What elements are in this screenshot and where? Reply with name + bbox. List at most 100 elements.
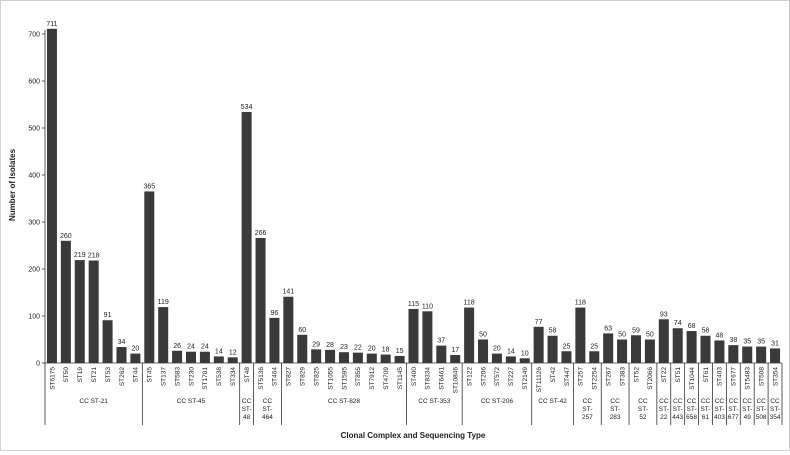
y-axis: 0 100 200 300 400 500 600 700: [28, 30, 782, 368]
bar: [199, 351, 210, 363]
bar: [213, 356, 224, 363]
group-label: CC ST-257: [582, 398, 593, 421]
bar: [241, 112, 252, 364]
data-label: 93: [660, 311, 668, 318]
data-label: 35: [743, 339, 751, 346]
x-tick-label: ST50: [63, 367, 70, 383]
data-label: 141: [283, 289, 295, 296]
group-label: CC ST-52: [638, 398, 648, 421]
bar: [255, 237, 266, 363]
group-label: CC ST-48: [242, 398, 252, 421]
group-labels: CC ST-21 CC ST-45 CC ST-48 CC ST-464 CC ST-828…: [44, 363, 783, 425]
bar: [325, 349, 336, 363]
bar: [422, 311, 433, 363]
x-tick-label: ST538: [216, 367, 223, 387]
data-label: 29: [312, 341, 320, 348]
x-tick-label: ST855: [355, 367, 362, 387]
x-tick-label: ST1145: [397, 367, 404, 390]
bar: [338, 352, 349, 363]
bar: [658, 319, 669, 363]
x-tick-label: ST61: [703, 367, 710, 383]
data-label: 10: [521, 350, 529, 357]
data-label: 219: [74, 252, 86, 259]
group-label: CC ST-283: [610, 398, 621, 421]
y-tick-label: 0: [36, 361, 40, 368]
bar: [283, 296, 294, 363]
x-tick-label: ST230: [188, 367, 195, 387]
x-tick-label: ST2066: [647, 367, 654, 390]
x-tick-label: ST227: [508, 367, 515, 387]
bar: [116, 347, 127, 363]
x-tick-label: ST464: [272, 367, 279, 387]
data-label: 118: [575, 300, 586, 307]
x-tick-label: ST1701: [202, 367, 209, 390]
data-label: 25: [563, 343, 571, 350]
bar: [617, 339, 628, 363]
data-label: 26: [173, 343, 181, 350]
x-tick-label: ST5136: [258, 367, 265, 390]
group-label: CC ST-508: [756, 398, 767, 421]
bar: [686, 331, 697, 363]
data-label: 22: [354, 345, 362, 352]
y-tick-label: 500: [28, 126, 40, 133]
x-tick-label: ST1595: [341, 367, 348, 390]
data-label: 119: [158, 299, 169, 306]
y-tick-label: 300: [28, 220, 40, 227]
bar: [311, 349, 322, 363]
data-label: 12: [229, 349, 237, 356]
data-label: 118: [464, 300, 475, 307]
group-label: CC ST-443: [672, 398, 683, 421]
bar: [269, 317, 280, 363]
bar: [742, 346, 753, 363]
bar: [561, 351, 572, 363]
bar: [394, 355, 405, 363]
x-tick-label: ST52: [633, 367, 640, 383]
x-tick-label: ST447: [564, 367, 571, 387]
bar: [227, 357, 238, 363]
data-label: 115: [408, 301, 419, 308]
x-tick-label: ST677: [731, 367, 738, 387]
x-tick-label: ST51: [675, 367, 682, 383]
x-tick-label: ST48: [244, 367, 251, 383]
bar: [366, 353, 377, 363]
bar: [700, 335, 711, 363]
group-label: CC ST-677: [728, 398, 739, 421]
bar: [130, 353, 141, 363]
x-tick-label: ST334: [230, 367, 237, 387]
x-tick-label: ST2149: [522, 367, 529, 390]
x-tick-label: ST403: [717, 367, 724, 387]
x-tick-label: ST383: [619, 367, 626, 387]
bar: [630, 335, 641, 363]
bar: [728, 345, 739, 363]
x-tick-label: ST42: [550, 367, 557, 383]
data-label: 15: [396, 348, 404, 355]
bar: [46, 28, 57, 364]
data-label: 218: [88, 253, 100, 260]
x-tick-label: ST8334: [425, 367, 432, 390]
data-label: 14: [215, 348, 223, 355]
data-label: 20: [368, 346, 376, 353]
bar: [186, 351, 197, 363]
bar: [575, 307, 586, 363]
bar: [478, 339, 489, 363]
data-labels: 711 260 219 218 91 34 20 365 119 26 24 24 14 12 534 266…: [46, 21, 779, 357]
data-label: 38: [729, 337, 737, 344]
x-tick-label: ST6175: [49, 367, 56, 390]
x-tick-label: ST572: [494, 367, 501, 387]
x-tick-label: ST7912: [369, 367, 376, 390]
bar: [714, 340, 725, 363]
y-axis-title: Number of Isolates: [8, 148, 17, 221]
x-tick-label: ST829: [300, 367, 307, 387]
bar: [672, 328, 683, 363]
x-tick-label: ST10846: [453, 367, 460, 394]
data-label: 24: [201, 344, 209, 351]
data-label: 17: [451, 347, 459, 354]
data-label: 266: [255, 230, 267, 237]
x-tick-label: ST6461: [439, 367, 446, 390]
data-label: 534: [241, 104, 253, 111]
data-label: 50: [646, 332, 654, 339]
x-tick-label: ST400: [411, 367, 418, 387]
x-tick-label: ST53: [105, 367, 112, 383]
